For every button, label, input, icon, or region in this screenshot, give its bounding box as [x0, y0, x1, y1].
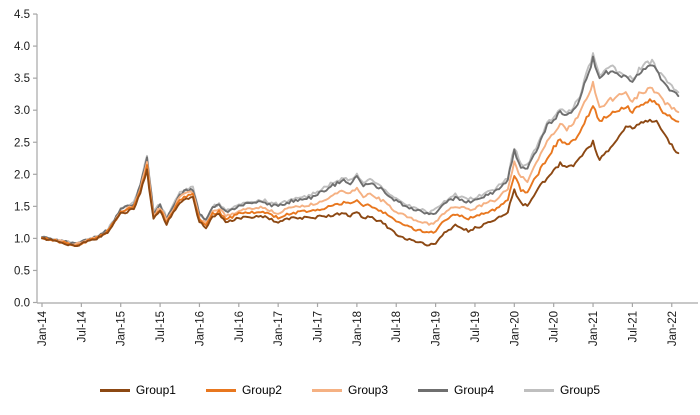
- y-tick-label: 1.5: [14, 201, 30, 213]
- x-tick-label: Jan-19: [431, 311, 443, 346]
- x-tick-label: Jan-14: [37, 310, 49, 346]
- legend-item-group3: Group3: [311, 383, 389, 397]
- legend-label: Group1: [135, 383, 176, 397]
- legend-item-group5: Group5: [524, 384, 600, 396]
- x-tick-label: Jan-16: [194, 311, 206, 346]
- series-line-group2: [41, 98, 680, 247]
- y-tick-label: 2.5: [14, 137, 30, 149]
- legend-swatch-group4: [418, 388, 449, 392]
- legend-item-group4: Group4: [418, 384, 494, 396]
- y-tick-label: 0.0: [14, 298, 30, 310]
- x-tick-label: Jul-17: [313, 311, 325, 342]
- y-tick-label: 3.5: [14, 73, 30, 85]
- y-tick-label: 4.0: [14, 41, 30, 53]
- x-tick-label: Jul-16: [234, 311, 246, 342]
- x-tick-label: Jul-19: [470, 311, 482, 342]
- legend-item-group2: Group2: [205, 383, 282, 397]
- legend-label: Group3: [347, 383, 389, 397]
- series-line-group1: [41, 118, 680, 248]
- plot-area: 0.0 0.5 1.0 1.5 2.0 2.5 3.0 3.5 4.0 4.5 Jan-14 Jul-…: [14, 9, 698, 346]
- x-tick-label: Jan-17: [273, 311, 285, 346]
- legend-label: Group4: [454, 383, 495, 397]
- chart-legend: Group1 Group2 Group3 Group4 Group5: [0, 375, 700, 405]
- x-tick-label: Jul-18: [391, 311, 403, 342]
- legend-swatch-group1: [99, 388, 130, 392]
- x-tick-label: Jul-15: [155, 311, 167, 342]
- legend-item-group1: Group1: [99, 383, 176, 397]
- y-tick-label: 3.0: [14, 105, 30, 117]
- y-tick-label: 0.5: [14, 265, 30, 277]
- legend-swatch-group5: [524, 388, 555, 392]
- x-tick-label: Jul-14: [76, 310, 88, 342]
- x-tick-label: Jan-20: [509, 311, 521, 346]
- x-tick-label: Jan-15: [116, 311, 128, 346]
- x-tick-label: Jul-20: [549, 311, 561, 342]
- y-tick-label: 2.0: [14, 169, 30, 181]
- y-tick-label: 1.0: [14, 233, 30, 245]
- axes: 0.0 0.5 1.0 1.5 2.0 2.5 3.0 3.5 4.0 4.5 Jan-14 Jul-…: [14, 9, 698, 346]
- x-tick-label: Jan-18: [352, 311, 364, 346]
- legend-swatch-group3: [311, 388, 342, 392]
- legend-label: Group2: [241, 383, 282, 397]
- legend-swatch-group2: [205, 388, 236, 392]
- y-tick-label: 4.5: [14, 9, 30, 21]
- series-line-group3: [41, 80, 680, 246]
- x-tick-label: Jul-21: [627, 311, 639, 342]
- x-tick-label: Jan-21: [588, 311, 600, 346]
- x-tick-label: Jan-22: [667, 311, 679, 346]
- legend-label: Group5: [560, 383, 601, 397]
